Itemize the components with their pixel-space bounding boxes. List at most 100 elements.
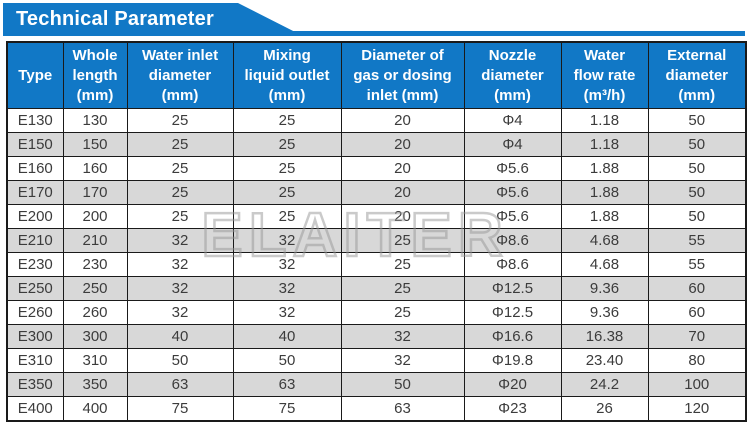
value-cell: Φ4 bbox=[463, 132, 562, 157]
value-cell: 32 bbox=[232, 252, 342, 277]
table-body: E130 130 25 25 20 Φ4 1.18 50 E150 150 25 25 20 Φ4 1.18… bbox=[6, 108, 747, 422]
table-header: Type Whole length (mm) Water inlet diamete… bbox=[6, 41, 747, 109]
value-cell: 350 bbox=[62, 372, 128, 397]
type-cell: E160 bbox=[6, 156, 64, 181]
value-cell: 80 bbox=[647, 348, 747, 373]
type-cell: E150 bbox=[6, 132, 64, 157]
type-cell: E250 bbox=[6, 276, 64, 301]
value-cell: 25 bbox=[126, 132, 234, 157]
value-cell: 25 bbox=[126, 108, 234, 133]
value-cell: 25 bbox=[340, 228, 465, 253]
type-cell: E170 bbox=[6, 180, 64, 205]
type-cell: E310 bbox=[6, 348, 64, 373]
value-cell: 100 bbox=[647, 372, 747, 397]
value-cell: 24.2 bbox=[560, 372, 649, 397]
type-cell: E200 bbox=[6, 204, 64, 229]
value-cell: 120 bbox=[647, 396, 747, 422]
type-cell: E300 bbox=[6, 324, 64, 349]
value-cell: 210 bbox=[62, 228, 128, 253]
column-header: Diameter of gas or dosing inlet (mm) bbox=[340, 41, 465, 109]
value-cell: Φ8.6 bbox=[463, 228, 562, 253]
table-row: E170 170 25 25 20 Φ5.6 1.88 50 bbox=[6, 180, 747, 205]
value-cell: 70 bbox=[647, 324, 747, 349]
value-cell: 130 bbox=[62, 108, 128, 133]
title-banner: Technical Parameter bbox=[3, 3, 303, 36]
value-cell: 50 bbox=[232, 348, 342, 373]
value-cell: 310 bbox=[62, 348, 128, 373]
value-cell: 20 bbox=[340, 204, 465, 229]
value-cell: 25 bbox=[232, 108, 342, 133]
value-cell: 1.18 bbox=[560, 108, 649, 133]
table-row: E350 350 63 63 50 Φ20 24.2 100 bbox=[6, 372, 747, 397]
value-cell: 75 bbox=[232, 396, 342, 422]
value-cell: 200 bbox=[62, 204, 128, 229]
table-row: E300 300 40 40 32 Φ16.6 16.38 70 bbox=[6, 324, 747, 349]
value-cell: 55 bbox=[647, 228, 747, 253]
table-row: E160 160 25 25 20 Φ5.6 1.88 50 bbox=[6, 156, 747, 181]
value-cell: Φ5.6 bbox=[463, 180, 562, 205]
value-cell: 50 bbox=[340, 372, 465, 397]
value-cell: 1.88 bbox=[560, 156, 649, 181]
value-cell: 60 bbox=[647, 300, 747, 325]
column-header: Water flow rate (m³/h) bbox=[560, 41, 649, 109]
value-cell: 4.68 bbox=[560, 228, 649, 253]
table-row: E260 260 32 32 25 Φ12.5 9.36 60 bbox=[6, 300, 747, 325]
value-cell: 25 bbox=[340, 276, 465, 301]
type-cell: E130 bbox=[6, 108, 64, 133]
value-cell: 160 bbox=[62, 156, 128, 181]
type-cell: E260 bbox=[6, 300, 64, 325]
value-cell: 50 bbox=[647, 180, 747, 205]
table-row: E130 130 25 25 20 Φ4 1.18 50 bbox=[6, 108, 747, 133]
value-cell: 63 bbox=[340, 396, 465, 422]
value-cell: 60 bbox=[647, 276, 747, 301]
value-cell: 170 bbox=[62, 180, 128, 205]
value-cell: 23.40 bbox=[560, 348, 649, 373]
value-cell: Φ12.5 bbox=[463, 276, 562, 301]
table-row: E200 200 25 25 20 Φ5.6 1.88 50 bbox=[6, 204, 747, 229]
value-cell: 260 bbox=[62, 300, 128, 325]
value-cell: 32 bbox=[126, 300, 234, 325]
column-header: Water inlet diameter (mm) bbox=[126, 41, 234, 109]
value-cell: 9.36 bbox=[560, 276, 649, 301]
value-cell: Φ4 bbox=[463, 108, 562, 133]
value-cell: 55 bbox=[647, 252, 747, 277]
value-cell: Φ12.5 bbox=[463, 300, 562, 325]
value-cell: 40 bbox=[232, 324, 342, 349]
value-cell: 400 bbox=[62, 396, 128, 422]
value-cell: 32 bbox=[232, 228, 342, 253]
value-cell: Φ23 bbox=[463, 396, 562, 422]
value-cell: 150 bbox=[62, 132, 128, 157]
type-cell: E210 bbox=[6, 228, 64, 253]
value-cell: 16.38 bbox=[560, 324, 649, 349]
value-cell: 32 bbox=[126, 276, 234, 301]
value-cell: Φ5.6 bbox=[463, 156, 562, 181]
value-cell: Φ5.6 bbox=[463, 204, 562, 229]
value-cell: 4.68 bbox=[560, 252, 649, 277]
value-cell: 40 bbox=[126, 324, 234, 349]
value-cell: 50 bbox=[647, 156, 747, 181]
value-cell: 1.88 bbox=[560, 180, 649, 205]
value-cell: 1.88 bbox=[560, 204, 649, 229]
value-cell: 25 bbox=[232, 204, 342, 229]
header-row: Type Whole length (mm) Water inlet diamete… bbox=[6, 41, 747, 109]
value-cell: 63 bbox=[126, 372, 234, 397]
value-cell: 25 bbox=[232, 180, 342, 205]
value-cell: 50 bbox=[647, 204, 747, 229]
table-row: E150 150 25 25 20 Φ4 1.18 50 bbox=[6, 132, 747, 157]
value-cell: 25 bbox=[340, 252, 465, 277]
value-cell: 300 bbox=[62, 324, 128, 349]
column-header: Whole length (mm) bbox=[62, 41, 128, 109]
value-cell: 25 bbox=[232, 156, 342, 181]
value-cell: 63 bbox=[232, 372, 342, 397]
value-cell: 50 bbox=[126, 348, 234, 373]
value-cell: 32 bbox=[232, 300, 342, 325]
value-cell: 20 bbox=[340, 156, 465, 181]
value-cell: 32 bbox=[232, 276, 342, 301]
value-cell: 32 bbox=[340, 324, 465, 349]
column-header: External diameter (mm) bbox=[647, 41, 747, 109]
technical-parameter-table: Type Whole length (mm) Water inlet diamete… bbox=[6, 41, 747, 422]
value-cell: 20 bbox=[340, 180, 465, 205]
table-row: E250 250 32 32 25 Φ12.5 9.36 60 bbox=[6, 276, 747, 301]
column-header: Type bbox=[6, 41, 64, 109]
value-cell: 9.36 bbox=[560, 300, 649, 325]
